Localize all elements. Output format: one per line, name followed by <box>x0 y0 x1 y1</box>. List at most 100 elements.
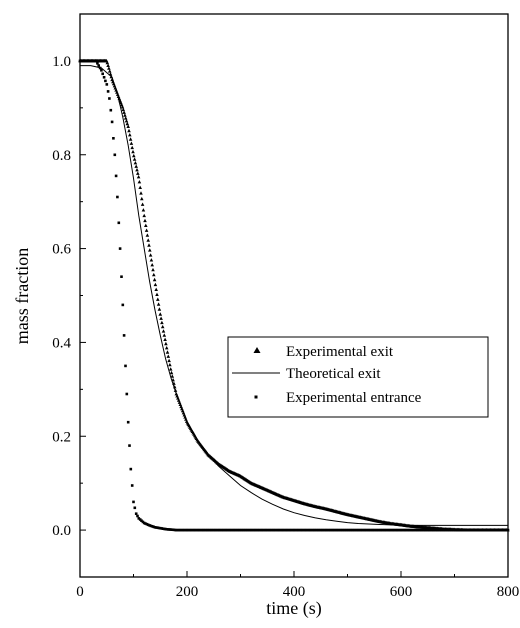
entrance-point <box>154 526 158 529</box>
exit-point <box>164 341 168 346</box>
x-axis-ticks: 0 200 400 600 800 <box>76 571 519 600</box>
entrance-point <box>118 247 122 250</box>
exit-point <box>148 248 152 252</box>
exit-point <box>120 105 125 109</box>
entrance-point <box>106 90 110 93</box>
legend-marker-square <box>254 395 258 399</box>
entrance-point <box>193 528 197 532</box>
exit-point <box>148 253 153 257</box>
entrance-point <box>370 528 373 532</box>
entrance-point <box>146 523 150 527</box>
entrance-point <box>418 528 421 532</box>
entrance-point <box>94 59 98 63</box>
entrance-point <box>311 528 314 532</box>
entrance-point <box>383 528 387 532</box>
exit-point <box>160 324 165 329</box>
entrance-point <box>360 528 364 532</box>
entrance-point <box>426 528 429 532</box>
exit-point <box>166 354 171 358</box>
entrance-point <box>229 528 233 532</box>
entrance-point <box>393 528 396 532</box>
entrance-point <box>326 528 329 532</box>
exit-point <box>168 367 173 371</box>
series-experimental-exit <box>78 58 510 532</box>
entrance-point <box>319 528 322 532</box>
entrance-point <box>261 528 265 532</box>
entrance-point <box>437 528 440 532</box>
entrance-point <box>374 528 377 532</box>
entrance-point <box>390 528 393 532</box>
legend-marker-triangle <box>253 347 261 353</box>
entrance-point <box>473 528 476 532</box>
entrance-point <box>304 528 308 532</box>
exit-point <box>165 350 170 354</box>
entrance-point <box>208 528 211 532</box>
exit-point <box>124 119 129 123</box>
entrance-point <box>134 512 138 515</box>
x-tick-label: 0 <box>76 584 84 600</box>
entrance-point <box>183 528 186 532</box>
entrance-point <box>233 528 237 532</box>
entrance-point <box>251 528 254 532</box>
entrance-point <box>197 528 201 532</box>
entrance-point <box>215 528 218 532</box>
x-tick-label: 600 <box>390 584 413 600</box>
series-experimental-entrance <box>78 59 510 532</box>
entrance-point <box>96 62 99 65</box>
entrance-point <box>125 392 129 396</box>
entrance-point <box>176 528 179 532</box>
entrance-point <box>401 528 404 532</box>
entrance-point <box>419 528 423 532</box>
plot-frame <box>79 13 509 578</box>
entrance-point <box>312 528 316 532</box>
exit-point <box>128 133 132 137</box>
entrance-point <box>204 528 207 532</box>
entrance-point <box>84 59 87 63</box>
entrance-point <box>443 528 447 532</box>
exit-point <box>134 164 138 168</box>
exit-point <box>107 66 111 70</box>
entrance-point <box>315 528 318 532</box>
exit-point <box>131 149 135 154</box>
entrance-point <box>446 528 450 532</box>
legend-label-theoretical-exit: Theoretical exit <box>286 366 381 382</box>
entrance-point <box>414 528 417 532</box>
entrance-point <box>454 528 458 532</box>
entrance-point <box>169 528 173 531</box>
x-tick-label: 800 <box>497 584 520 600</box>
entrance-point <box>320 528 324 532</box>
entrance-point <box>481 528 484 532</box>
entrance-point <box>415 528 419 532</box>
exit-point <box>127 128 131 133</box>
entrance-point <box>255 528 258 532</box>
entrance-point <box>397 528 400 532</box>
entrance-point <box>257 528 261 532</box>
exit-point <box>128 137 133 141</box>
exit-point <box>140 196 144 201</box>
entrance-point <box>247 528 250 532</box>
entrance-point <box>475 528 479 532</box>
entrance-point <box>422 528 425 532</box>
entrance-point <box>366 528 369 532</box>
exit-point <box>140 202 145 206</box>
entrance-point <box>212 528 215 532</box>
entrance-point <box>362 528 365 532</box>
entrance-point <box>296 528 300 532</box>
exit-point <box>156 297 160 301</box>
entrance-point <box>322 528 325 532</box>
entrance-point <box>121 303 125 307</box>
entrance-point <box>433 528 436 532</box>
exit-point <box>144 223 148 227</box>
entrance-point <box>283 528 286 532</box>
entrance-point <box>200 528 203 532</box>
entrance-point <box>411 528 415 532</box>
exit-point <box>150 263 154 267</box>
exit-point <box>156 302 161 306</box>
entrance-point <box>136 514 139 518</box>
entrance-point <box>93 59 96 63</box>
entrance-point <box>382 528 385 532</box>
exit-point <box>130 145 134 150</box>
entrance-point <box>102 76 106 79</box>
entrance-point <box>124 364 127 368</box>
entrance-point <box>375 528 379 532</box>
